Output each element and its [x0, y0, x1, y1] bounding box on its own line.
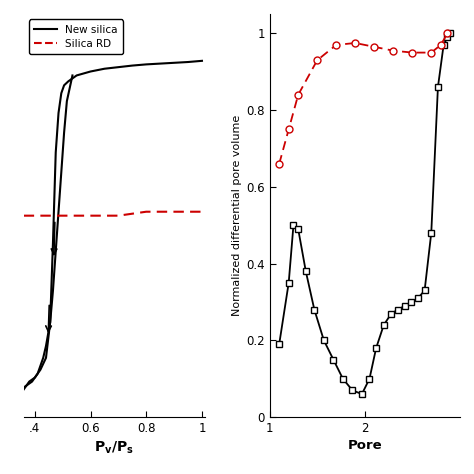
Legend: New silica, Silica RD: New silica, Silica RD: [29, 19, 123, 54]
X-axis label: $\mathbf{P_v/P_s}$: $\mathbf{P_v/P_s}$: [94, 439, 134, 456]
Y-axis label: Normalized differential pore volume: Normalized differential pore volume: [232, 115, 242, 316]
X-axis label: Pore: Pore: [347, 439, 382, 452]
